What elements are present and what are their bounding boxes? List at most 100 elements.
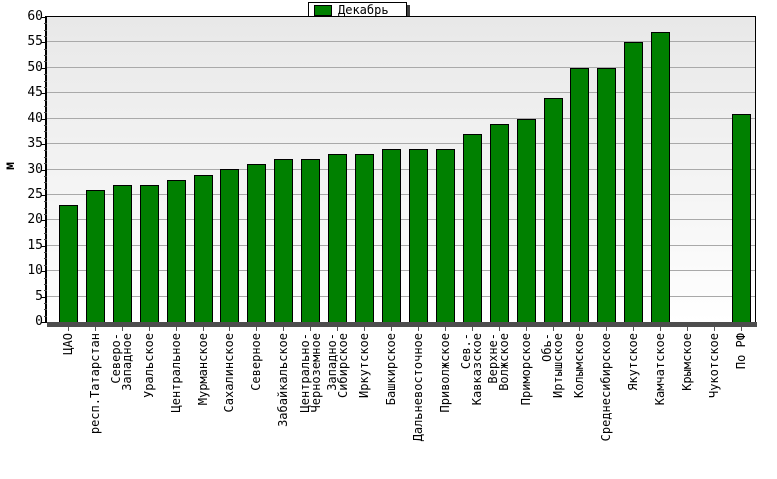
x-tick xyxy=(283,327,285,331)
y-major-tick xyxy=(41,119,47,120)
bar xyxy=(516,119,536,322)
bar xyxy=(166,180,186,322)
x-tick-slot xyxy=(217,327,244,331)
x-tick xyxy=(525,327,527,331)
x-tick xyxy=(337,327,339,331)
x-tick-slot xyxy=(297,327,324,331)
x-category-label: Сев.- Кавказское xyxy=(459,333,485,406)
x-tick xyxy=(121,327,123,331)
x-category-label: Камчатское xyxy=(653,333,668,406)
x-label-slot: Крымское xyxy=(674,333,701,478)
y-major-tick xyxy=(41,271,47,272)
y-major-tick xyxy=(41,322,47,323)
x-category-label-line: Кавказское xyxy=(470,333,485,406)
x-tick xyxy=(498,327,500,331)
bar-slot xyxy=(593,17,620,322)
bar-slot xyxy=(217,17,244,322)
bar-slot xyxy=(270,17,297,322)
x-category-label-line: Центральное xyxy=(168,333,183,413)
x-label-slot: Дальневосточное xyxy=(405,333,432,478)
x-label-slot: Якутское xyxy=(620,333,647,478)
x-tick-slot xyxy=(351,327,378,331)
y-minor-tick xyxy=(44,55,47,56)
x-category-label-line: Колымское xyxy=(572,333,587,399)
bar-slot xyxy=(647,17,674,322)
x-category-label-line: По РФ xyxy=(734,333,748,370)
y-major-tick xyxy=(41,42,47,43)
x-tick-slot xyxy=(647,327,674,331)
y-major-tick xyxy=(41,144,47,145)
y-minor-tick xyxy=(44,303,47,304)
y-minor-tick xyxy=(44,176,47,177)
x-tick xyxy=(202,327,204,331)
bar-slot xyxy=(190,17,217,322)
bar xyxy=(85,190,105,322)
x-category-label-line: Камчатское xyxy=(653,333,668,406)
y-minor-tick xyxy=(44,112,47,113)
x-category-label-line: Иркутское xyxy=(357,333,372,399)
y-major-tick xyxy=(41,170,47,171)
x-tick xyxy=(256,327,258,331)
y-minor-tick xyxy=(44,284,47,285)
x-label-slot: респ.Татарстан xyxy=(82,333,109,478)
bar xyxy=(382,149,402,322)
x-tick xyxy=(741,327,742,331)
x-label-slot: Камчатское xyxy=(647,333,674,478)
y-major-tick xyxy=(41,68,47,69)
x-category-label: Среднесибирское xyxy=(599,333,613,441)
x-tick-slot xyxy=(728,327,755,331)
y-minor-tick xyxy=(44,278,47,279)
x-category-label-line: Волжское xyxy=(497,333,512,391)
gridline xyxy=(47,118,755,119)
x-tick xyxy=(579,327,581,331)
x-label-slot: Иркутское xyxy=(351,333,378,478)
y-minor-tick xyxy=(44,252,47,253)
x-category-label-line: ЦАО xyxy=(60,333,75,355)
x-label-slot: ЦАО xyxy=(55,333,82,478)
x-category-label: Мурманское xyxy=(196,333,210,405)
x-tick xyxy=(391,327,393,331)
bar-slot xyxy=(405,17,432,322)
x-tick xyxy=(606,327,608,331)
x-axis-labels: ЦАО респ.Татарстан Северо- Западное Уральско… xyxy=(55,333,755,478)
x-tick xyxy=(67,327,69,331)
x-tick-slot xyxy=(243,327,270,331)
x-category-label: Верхне- Волжское xyxy=(486,333,512,391)
x-category-label: Центральное xyxy=(168,333,183,413)
y-tick-label: 60 xyxy=(27,9,43,24)
y-tick-label: 15 xyxy=(27,238,43,253)
bar-series xyxy=(55,17,755,322)
x-category-label-line: Крымское xyxy=(680,333,695,391)
bar-slot xyxy=(82,17,109,322)
x-tick-slot xyxy=(270,327,297,331)
x-tick-slot xyxy=(190,327,217,331)
x-label-slot: Центральное xyxy=(163,333,190,478)
x-tick xyxy=(364,327,366,331)
x-category-label: Северо- Западное xyxy=(109,333,134,391)
y-minor-tick xyxy=(44,233,47,234)
bar-slot xyxy=(728,17,755,322)
y-minor-tick xyxy=(44,81,47,82)
x-label-slot: Мурманское xyxy=(190,333,217,478)
x-label-slot: Приволжское xyxy=(432,333,459,478)
x-category-label: Обь- Иртышское xyxy=(540,333,565,398)
x-label-slot: Северо- Западное xyxy=(109,333,136,478)
bar xyxy=(462,134,482,322)
y-minor-tick xyxy=(44,23,47,24)
bar-slot xyxy=(55,17,82,322)
x-category-label-line: Уральское xyxy=(141,333,156,399)
x-tick xyxy=(714,327,716,331)
x-axis-ticks xyxy=(55,327,755,331)
x-category-label-line: Забайкальское xyxy=(276,333,291,427)
x-tick xyxy=(444,327,446,331)
x-tick-slot xyxy=(82,327,109,331)
x-category-label: Северное xyxy=(249,333,263,391)
x-tick-slot xyxy=(163,327,190,331)
bar xyxy=(247,164,267,322)
bar xyxy=(58,205,78,322)
x-category-label-line: Сахалинское xyxy=(222,333,237,413)
x-tick xyxy=(633,327,635,331)
x-label-slot: Среднесибирское xyxy=(593,333,620,478)
y-minor-tick xyxy=(44,74,47,75)
bar-slot xyxy=(567,17,594,322)
